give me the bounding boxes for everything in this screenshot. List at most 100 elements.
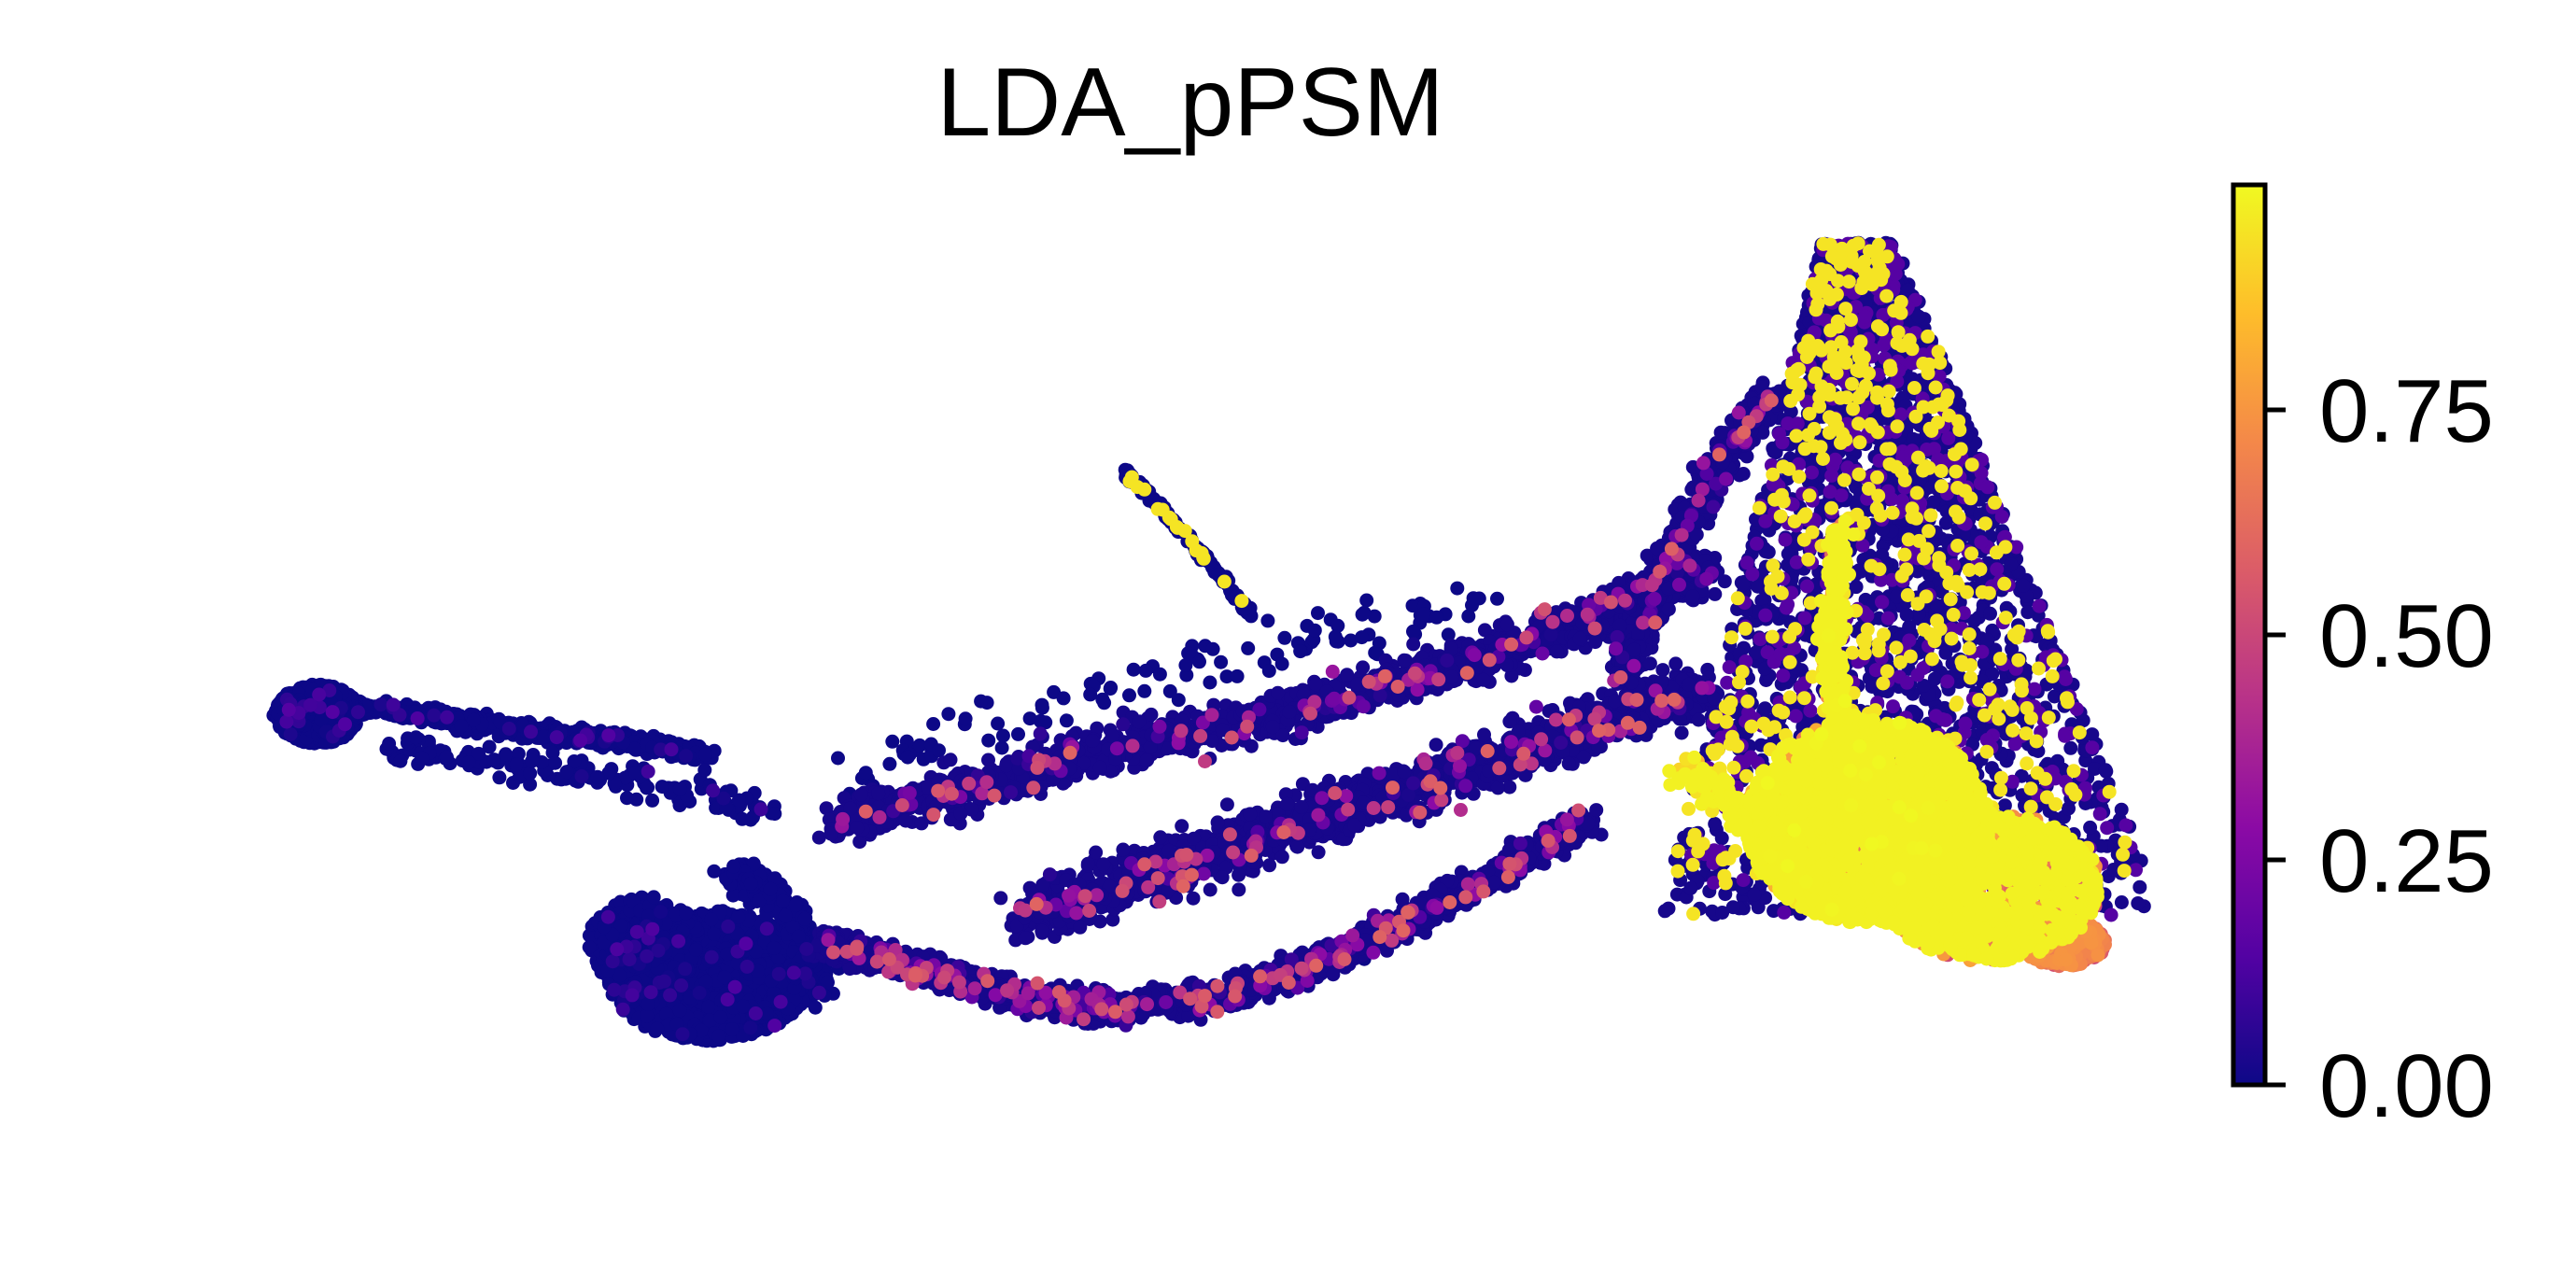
scatter-points xyxy=(266,235,2151,1048)
scatter-point xyxy=(559,765,574,780)
scatter-point xyxy=(1307,623,1322,638)
scatter-point xyxy=(382,737,397,751)
scatter-point xyxy=(688,942,703,957)
scatter-point xyxy=(582,940,597,954)
scatter-point xyxy=(1171,693,1186,708)
scatter-point xyxy=(697,763,712,778)
scatter-point xyxy=(1293,644,1308,659)
scatter-point xyxy=(1011,726,1025,741)
scatter-point xyxy=(711,1029,726,1044)
scatter-point xyxy=(314,712,329,727)
scatter-point xyxy=(692,985,707,1000)
scatter-point xyxy=(974,694,989,709)
scatter-point xyxy=(994,740,1009,755)
scatter-point xyxy=(640,996,655,1011)
scatter-point xyxy=(882,756,897,771)
scatter-point xyxy=(1035,697,1049,712)
scatter-point xyxy=(466,712,481,727)
scatter-point xyxy=(1205,641,1220,656)
scatter-point xyxy=(932,743,946,758)
scatter-point xyxy=(645,793,660,808)
scatter-point xyxy=(1357,605,1372,620)
scatter-point xyxy=(1429,610,1444,625)
scatter-point xyxy=(640,1008,655,1023)
scatter-point xyxy=(900,750,915,765)
scatter-point xyxy=(492,770,507,785)
scatter-point xyxy=(1192,654,1206,669)
scatter-point xyxy=(409,730,423,745)
scatter-point xyxy=(1056,691,1071,706)
scatter-point xyxy=(415,751,429,766)
scatter-point xyxy=(743,876,758,891)
scatter-point xyxy=(655,780,669,795)
scatter-point xyxy=(701,999,716,1014)
scatter-point xyxy=(679,906,694,921)
scatter-point xyxy=(1274,656,1289,671)
scatter-point xyxy=(1203,675,1218,690)
scatter-point xyxy=(858,766,873,781)
scatter-point xyxy=(1355,630,1370,645)
scatter-point xyxy=(523,766,538,781)
scatter-point xyxy=(1416,607,1431,622)
scatter-point xyxy=(778,908,793,923)
scatter-point xyxy=(767,807,782,822)
scatter-point xyxy=(461,755,476,770)
scatter-point xyxy=(525,753,540,768)
scatter-point xyxy=(1450,581,1465,596)
scatter-point xyxy=(1260,613,1275,628)
scatter-point xyxy=(991,716,1006,731)
scatter-point xyxy=(1059,713,1074,728)
scatter-point xyxy=(499,747,514,762)
scatter-point xyxy=(995,728,1010,743)
scatter-point xyxy=(440,750,454,765)
scatter-point xyxy=(1122,688,1136,703)
scatter-point xyxy=(1022,711,1037,726)
scatter-point xyxy=(650,1021,665,1036)
scatter-point xyxy=(1178,658,1193,672)
scatter-point xyxy=(725,1022,739,1037)
scatter-point xyxy=(736,999,751,1014)
scatter-point xyxy=(698,747,712,762)
scatter-point xyxy=(926,717,941,731)
scatter-point xyxy=(808,1000,823,1015)
scatter-point xyxy=(788,897,803,912)
scatter-point xyxy=(1126,662,1141,677)
scatter-point xyxy=(1311,606,1325,621)
scatter-point xyxy=(654,905,669,920)
scatter-point xyxy=(1277,630,1292,645)
scatter-point xyxy=(1230,668,1245,683)
scatter-point xyxy=(590,769,605,784)
scatter-point xyxy=(831,751,845,766)
scatter-point xyxy=(941,707,956,722)
scatter-point xyxy=(548,755,563,770)
scatter-point xyxy=(797,911,812,926)
scatter-point xyxy=(1328,629,1343,644)
scatter-point xyxy=(672,781,687,796)
scatter-point xyxy=(1406,624,1420,639)
scatter-point xyxy=(707,927,722,941)
scatter-point xyxy=(1261,664,1276,679)
scatter-point xyxy=(1137,683,1152,698)
chart-title: LDA_pPSM xyxy=(936,49,1443,157)
scatter-point xyxy=(1138,663,1153,678)
scatter-point xyxy=(1214,654,1229,669)
scatter-point xyxy=(646,890,661,905)
scatter-point xyxy=(620,791,634,806)
scatter-point xyxy=(717,970,732,985)
scatter-point xyxy=(1083,687,1098,702)
scatter-point xyxy=(958,711,973,726)
scatter-point xyxy=(1241,640,1256,655)
scatter-point xyxy=(1097,696,1112,710)
scatter-point xyxy=(1490,591,1504,606)
scatter-point xyxy=(791,929,806,944)
scatter-point xyxy=(454,719,469,734)
scatter-point xyxy=(1359,593,1374,608)
scatter-point xyxy=(1152,667,1167,682)
scatter-point xyxy=(743,1020,758,1035)
scatter-point xyxy=(393,753,408,768)
scatter-point xyxy=(628,766,643,781)
scatter-point xyxy=(1104,681,1119,695)
scatter-point xyxy=(707,864,722,879)
scatter-point xyxy=(763,881,778,896)
